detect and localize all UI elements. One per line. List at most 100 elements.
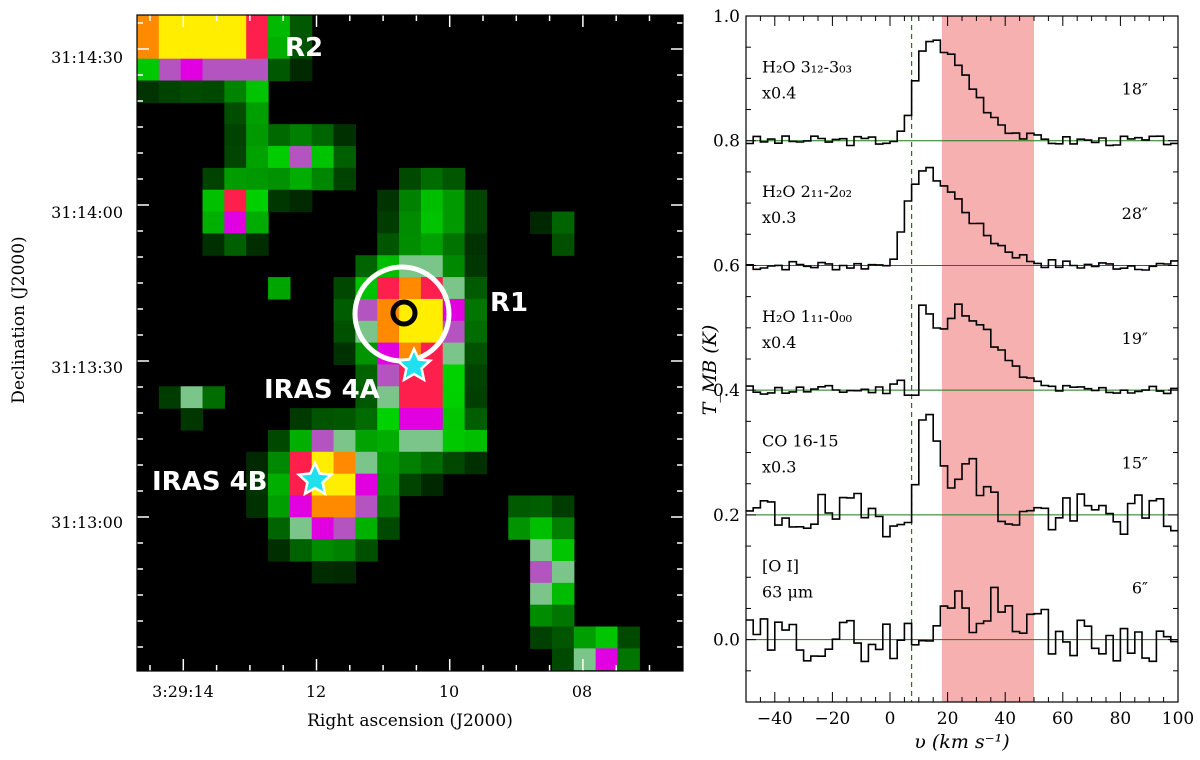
map-pixel [246, 80, 269, 103]
map-pixel [289, 36, 313, 60]
map-pixel [180, 408, 204, 431]
map-pixel [442, 189, 466, 213]
series-scale: x0.4 [762, 333, 796, 352]
map-pixel [617, 626, 640, 649]
map-pixel [246, 36, 269, 60]
series-beam: 28″ [1122, 204, 1148, 223]
series-beam: 6″ [1132, 578, 1148, 597]
map-pixel [355, 517, 378, 540]
map-pixel [551, 517, 575, 540]
map-pixel [246, 15, 269, 38]
map-pixel [246, 124, 269, 147]
map-pixel [224, 124, 247, 147]
map-pixel [311, 539, 335, 562]
map-pixel [377, 517, 400, 540]
map-pixel [551, 626, 575, 649]
map-pixel [268, 451, 291, 475]
map-pixel [420, 167, 444, 191]
map-pixel [355, 298, 378, 322]
label-iras4b: IRAS 4B [152, 467, 268, 497]
map-pixel [333, 517, 356, 540]
velocity-shaded-band [941, 16, 1034, 702]
map-pixel [420, 189, 444, 213]
map-pixel [268, 146, 291, 169]
map-pixel [246, 451, 269, 475]
map-pixel [399, 429, 422, 453]
spectra-xlabel: υ (km s⁻¹) [914, 731, 1009, 753]
map-pixel [180, 386, 204, 409]
spectra-ticks [745, 15, 1179, 703]
series-name: [O I] [762, 556, 799, 575]
series-name: H₂O 3₁₂-3₀₃ [762, 57, 852, 76]
map-pixel [289, 539, 313, 562]
y-tick-label: 0.4 [713, 381, 740, 401]
map-pixel [137, 15, 160, 38]
dec-tick-label: 31:13:00 [51, 513, 123, 532]
map-pixel [180, 15, 204, 38]
map-pixel [224, 58, 247, 82]
map-pixel [289, 167, 313, 191]
map-pixel [464, 189, 488, 213]
map-pixel [246, 189, 269, 213]
map-pixel [377, 451, 400, 475]
spectra-panel: −40 −20 0 20 40 60 80 100 0.0 0.2 0.4 0.6 0.8 1.0 H₂… [699, 7, 1194, 753]
map-pixel [289, 517, 313, 540]
map-pixel [508, 517, 531, 540]
map-pixel [246, 58, 269, 82]
map-pixel [333, 167, 356, 191]
map-pixel [311, 408, 335, 431]
spectra-y-tick-labels: 0.0 0.2 0.4 0.6 0.8 1.0 [713, 7, 740, 651]
map-pixel [377, 233, 400, 256]
map-pixel [442, 233, 466, 256]
map-pixel [442, 364, 466, 387]
y-tick-label: 0.2 [713, 506, 740, 526]
map-pixel [530, 582, 553, 606]
map-pixel [268, 517, 291, 540]
map-pixel [158, 36, 182, 60]
map-pixel [464, 408, 488, 431]
map-pixel [377, 320, 400, 344]
map-pixel [355, 429, 378, 453]
map-pixel [137, 58, 160, 82]
spectrum-h2o111 [746, 303, 1178, 396]
series-name: CO 16-15 [762, 432, 839, 451]
ra-tick-label: 12 [306, 682, 326, 701]
map-pixel [551, 604, 575, 628]
map-pixel [202, 167, 225, 191]
map-pixel [442, 408, 466, 431]
map-pixel [530, 539, 553, 562]
map-pixel [289, 146, 313, 169]
map-pixel [289, 495, 313, 518]
map-pixel [333, 473, 356, 497]
x-tick-label: −20 [814, 709, 850, 729]
x-tick-label: 80 [1110, 709, 1132, 729]
map-pixel [420, 408, 444, 431]
map-pixel [158, 58, 182, 82]
series-beam: 18″ [1122, 79, 1148, 98]
map-pixel [377, 211, 400, 234]
map-pixel [333, 451, 356, 475]
map-pixel [333, 146, 356, 169]
map-pixel [420, 473, 444, 497]
map-pixel [289, 15, 313, 38]
map-pixel [311, 517, 335, 540]
map-pixel [224, 102, 247, 125]
map-pixel [530, 604, 553, 628]
map-pixel [617, 648, 640, 671]
map-pixel [420, 320, 444, 344]
map-pixel [224, 146, 247, 169]
map-pixel [377, 277, 400, 300]
series-name: H₂O 2₁₁-2₀₂ [762, 182, 852, 201]
map-pixel [289, 58, 313, 82]
map-pixel [355, 451, 378, 475]
map-pixel [268, 36, 291, 60]
map-pixel [246, 146, 269, 169]
spectrum-co1615 [746, 413, 1178, 538]
map-pixel [246, 473, 269, 497]
map-pixel [224, 15, 247, 38]
map-pixel [377, 386, 400, 409]
map-pixel [268, 473, 291, 497]
map-pixel [224, 36, 247, 60]
spectra-lines [746, 39, 1178, 663]
